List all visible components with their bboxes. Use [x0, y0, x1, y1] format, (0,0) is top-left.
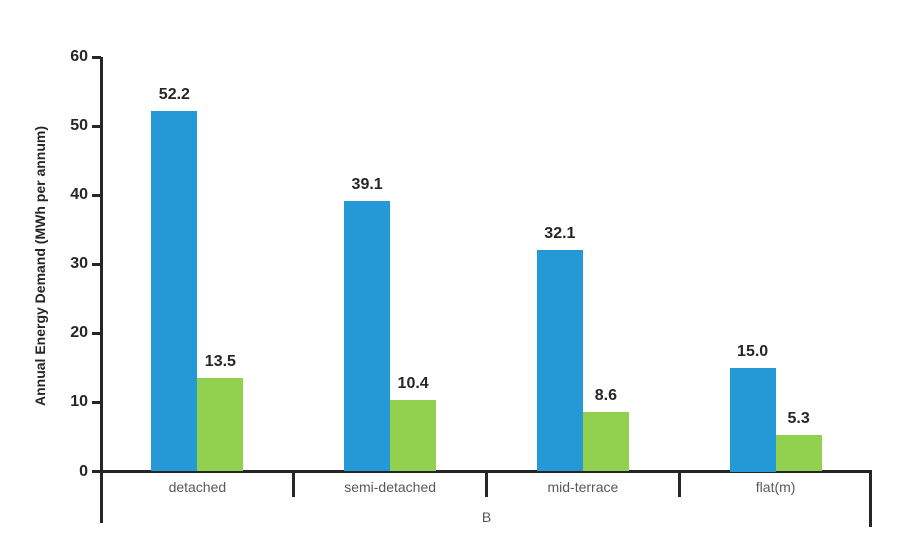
category-axis-right-boundary	[869, 470, 872, 527]
y-axis-tick-label: 50	[70, 117, 88, 135]
y-axis-tick	[92, 400, 101, 404]
y-axis-tick	[92, 331, 101, 335]
category-separator	[485, 470, 488, 497]
value-label-detached-blue-series: 52.2	[158, 85, 190, 103]
y-axis-tick-label: 0	[79, 462, 88, 480]
x-axis-line	[92, 470, 872, 473]
bar-mid-terrace-blue-series	[536, 249, 583, 472]
y-axis-tick-label: 40	[70, 186, 88, 204]
value-label-semi-detached-blue-series: 39.1	[351, 176, 383, 194]
value-label-flat(m)-blue-series: 15.0	[737, 342, 769, 360]
category-separator	[677, 470, 681, 497]
bar-mid-terrace-green-series	[582, 412, 629, 472]
value-label-detached-green-series: 13.5	[204, 353, 236, 371]
value-label-flat(m)-green-series: 5.3	[787, 409, 810, 427]
y-axis-tick-label: 30	[70, 255, 88, 273]
x-axis-category-label: detached	[168, 479, 227, 495]
value-label-semi-detached-green-series: 10.4	[397, 374, 429, 392]
value-label-mid-terrace-green-series: 8.6	[594, 387, 617, 405]
y-axis-tick-label: 10	[70, 393, 88, 411]
y-axis-line	[100, 57, 103, 523]
y-axis-tick-label: 20	[70, 324, 88, 342]
y-axis-tick	[92, 193, 101, 197]
y-axis-tick	[92, 124, 101, 128]
category-separator	[292, 470, 296, 497]
bar-semi-detached-green-series	[390, 399, 437, 472]
bar-flat(m)-blue-series	[729, 367, 776, 472]
y-axis-tick	[92, 262, 101, 266]
x-axis-category-label: semi-detached	[344, 479, 437, 495]
value-label-mid-terrace-blue-series: 32.1	[544, 224, 576, 242]
bar-semi-detached-blue-series	[344, 201, 391, 472]
bar-detached-blue-series	[151, 110, 198, 472]
y-axis-tick	[92, 55, 101, 59]
bar-detached-green-series	[197, 378, 244, 472]
y-axis-tick-label: 60	[70, 48, 88, 65]
bar-flat(m)-green-series	[775, 434, 822, 472]
x-axis-category-label: flat(m)	[755, 479, 796, 495]
x-axis-group-label: B	[481, 509, 492, 525]
x-axis-category-label: mid-terrace	[547, 479, 619, 495]
